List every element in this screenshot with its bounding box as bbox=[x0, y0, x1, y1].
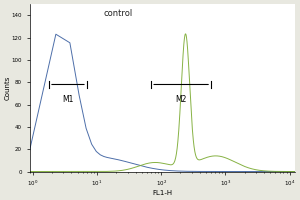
X-axis label: FL1-H: FL1-H bbox=[152, 190, 172, 196]
Y-axis label: Counts: Counts bbox=[4, 76, 10, 100]
Text: M2: M2 bbox=[176, 95, 187, 104]
Text: control: control bbox=[104, 9, 133, 18]
Text: M1: M1 bbox=[62, 95, 74, 104]
